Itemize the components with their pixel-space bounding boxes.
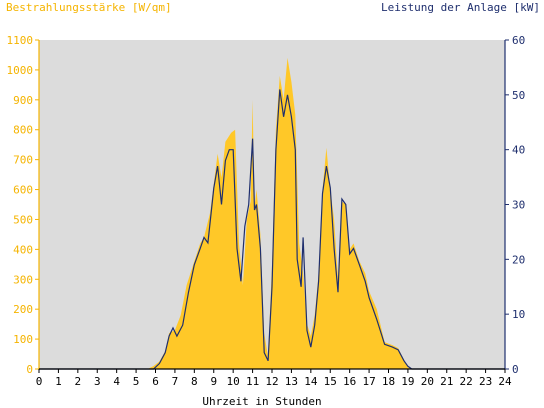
left-tick-label: 1000 (7, 64, 34, 77)
x-tick-label: 13 (285, 375, 298, 388)
x-axis-title: Uhrzeit in Stunden (202, 395, 321, 408)
left-tick-label: 0 (26, 363, 33, 376)
left-tick-label: 300 (13, 273, 33, 286)
left-tick-label: 700 (13, 154, 33, 167)
x-tick-label: 19 (401, 375, 414, 388)
x-tick-label: 1 (55, 375, 62, 388)
x-tick-label: 21 (440, 375, 453, 388)
x-tick-label: 3 (94, 375, 101, 388)
x-tick-label: 10 (227, 375, 240, 388)
right-tick-label: 0 (512, 363, 519, 376)
right-tick-label: 20 (512, 253, 525, 266)
left-axis-ticks: 0 100 200 300 400 500 600 700 800 900 1000 1100 (7, 34, 39, 376)
left-tick-label: 200 (13, 303, 33, 316)
left-tick-label: 600 (13, 184, 33, 197)
right-tick-label: 30 (512, 199, 525, 212)
x-tick-label: 17 (362, 375, 375, 388)
x-axis-ticks: 0 1 2 3 4 5 6 7 8 9 10 11 12 13 14 15 16 17 18 19 20 21 22 23 24 (36, 369, 512, 388)
x-tick-label: 9 (210, 375, 217, 388)
x-tick-label: 15 (324, 375, 337, 388)
x-tick-label: 0 (36, 375, 43, 388)
left-tick-label: 400 (13, 243, 33, 256)
x-tick-label: 8 (191, 375, 198, 388)
right-tick-label: 10 (512, 308, 525, 321)
x-tick-label: 23 (479, 375, 492, 388)
x-tick-label: 7 (172, 375, 179, 388)
x-tick-label: 14 (304, 375, 318, 388)
series-area-irradiance (39, 57, 505, 370)
x-tick-label: 22 (460, 375, 473, 388)
left-tick-label: 900 (13, 94, 33, 107)
series-layer (39, 57, 505, 370)
left-axis-title: Bestrahlungsstärke [W/qm] (6, 1, 172, 14)
x-tick-label: 20 (421, 375, 434, 388)
x-tick-label: 16 (343, 375, 356, 388)
x-tick-label: 4 (113, 375, 120, 388)
right-axis-title: Leistung der Anlage [kW] (381, 1, 540, 14)
x-tick-label: 2 (75, 375, 82, 388)
left-tick-label: 500 (13, 213, 33, 226)
right-tick-label: 50 (512, 89, 525, 102)
left-tick-label: 800 (13, 124, 33, 137)
left-tick-label: 100 (13, 333, 33, 346)
x-tick-label: 18 (382, 375, 395, 388)
right-axis-ticks: 0 10 20 30 40 50 60 (505, 34, 525, 376)
x-tick-label: 24 (498, 375, 512, 388)
x-tick-label: 6 (152, 375, 159, 388)
x-tick-label: 5 (133, 375, 140, 388)
left-tick-label: 1100 (7, 34, 34, 47)
right-tick-label: 40 (512, 144, 525, 157)
x-tick-label: 12 (265, 375, 278, 388)
series-line-power (39, 89, 505, 370)
right-tick-label: 60 (512, 34, 525, 47)
x-tick-label: 11 (246, 375, 259, 388)
